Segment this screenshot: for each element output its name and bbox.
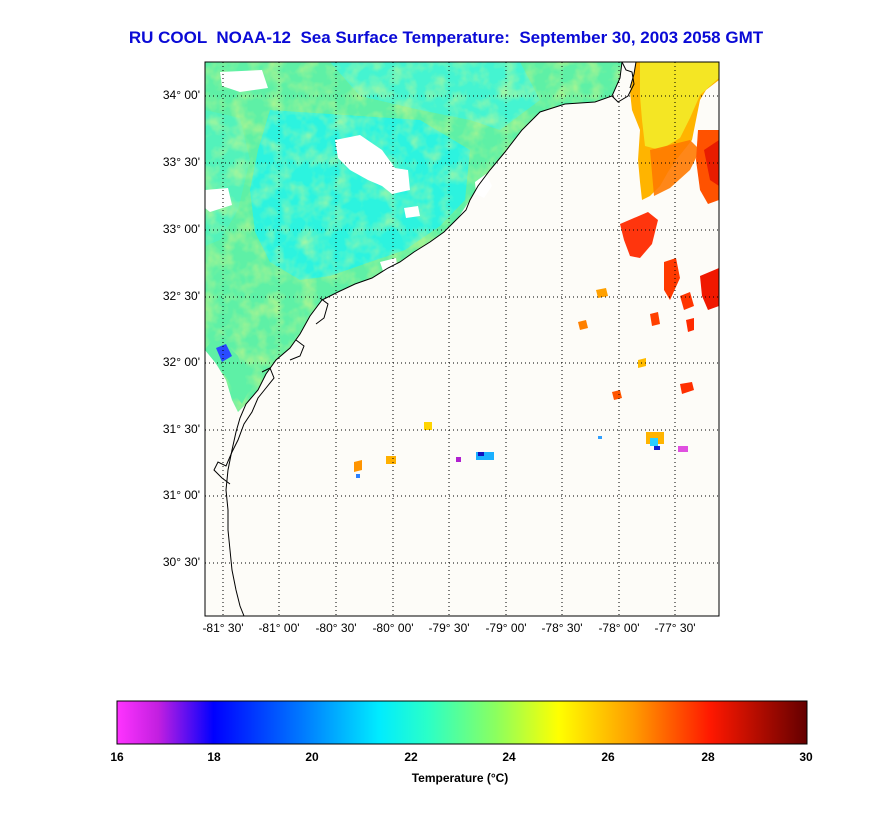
lat-label: 33° 30': [162, 155, 200, 169]
colorbar-label: Temperature (°C): [411, 771, 509, 785]
lon-label: -80° 30': [315, 621, 357, 635]
lon-label: -81° 30': [202, 621, 244, 635]
colorbar-tick: 26: [601, 750, 615, 764]
lon-label: -81° 00': [258, 621, 300, 635]
lon-label: -80° 00': [372, 621, 414, 635]
colorbar-tick: 16: [110, 750, 124, 764]
lat-label: 32° 00': [162, 355, 200, 369]
colorbar: [116, 700, 808, 745]
lat-label: 34° 00': [162, 88, 200, 102]
lat-label: 30° 30': [162, 555, 200, 569]
colorbar-tick: 28: [701, 750, 715, 764]
lon-label: -79° 30': [428, 621, 470, 635]
sst-layer: [205, 62, 719, 478]
lon-label: -78° 30': [541, 621, 583, 635]
lon-label: -78° 00': [598, 621, 640, 635]
lat-label: 31° 00': [162, 488, 200, 502]
lat-label: 31° 30': [162, 422, 200, 436]
map-grid: [205, 62, 719, 616]
lon-label: -77° 30': [654, 621, 696, 635]
map-frame: [204, 61, 720, 617]
colorbar-tick: 30: [799, 750, 813, 764]
colorbar-tick: 22: [404, 750, 418, 764]
colorbar-tick: 24: [502, 750, 516, 764]
coastline: [225, 61, 623, 617]
lat-label: 32° 30': [162, 289, 200, 303]
lon-label: -79° 00': [485, 621, 527, 635]
colorbar-tick: 20: [305, 750, 319, 764]
colorbar-tick: 18: [207, 750, 221, 764]
map-title: RU COOL NOAA-12 Sea Surface Temperature:…: [128, 28, 764, 47]
lat-label: 33° 00': [162, 222, 200, 236]
